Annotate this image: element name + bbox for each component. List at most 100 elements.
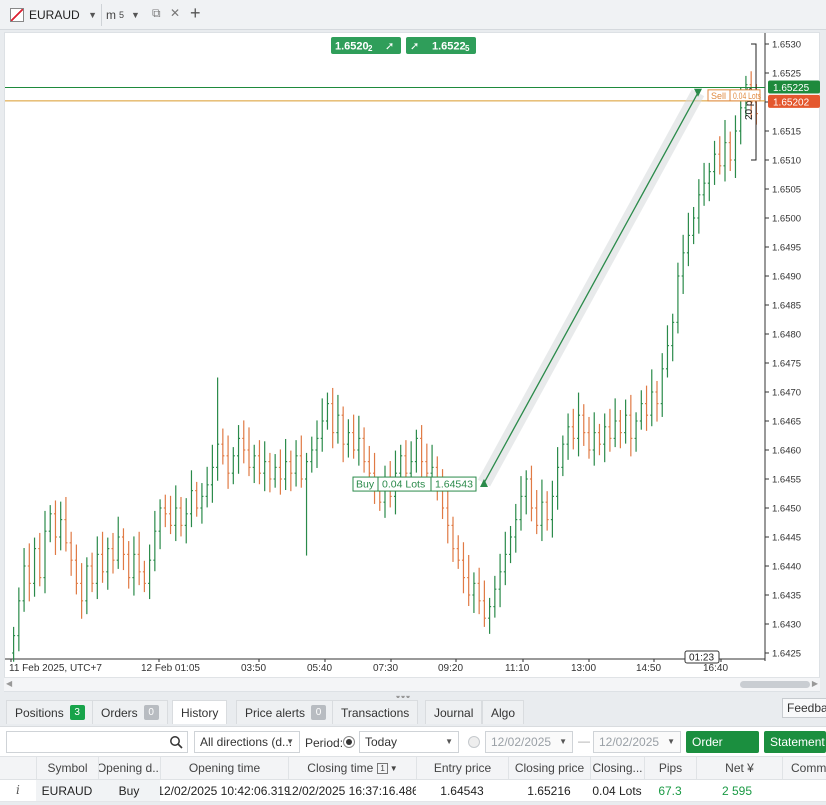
sell-quote-button[interactable] (331, 37, 401, 54)
tab-history[interactable]: History (172, 700, 228, 724)
tab-orders[interactable]: Orders 0 (92, 700, 168, 724)
y-tick-label: 1.6440 (772, 562, 801, 573)
cell-closing-price: 1.65216 (527, 783, 571, 798)
info-icon[interactable]: i (16, 783, 20, 797)
table-row[interactable]: i EURAUD Buy 12/02/2025 10:42:06.319 12/… (0, 780, 826, 802)
sort-desc-icon: ▼ (389, 763, 398, 773)
order-history-button[interactable]: Order history (686, 731, 759, 771)
x-tick-label: 13:00 (571, 663, 596, 674)
detach-icon[interactable]: ⧉ (152, 6, 161, 20)
pip-ruler (751, 43, 757, 161)
cell-net: 2 595 (722, 783, 753, 798)
tab-label: History (181, 705, 219, 720)
x-tick-label: 09:20 (438, 663, 463, 674)
date-to-value: 12/02/2025 (599, 735, 660, 749)
date-range-dash: — (578, 734, 590, 748)
chevron-down-icon[interactable]: ▼ (131, 10, 140, 20)
y-tick-label: 1.6485 (772, 301, 801, 312)
col-closing-time[interactable]: Closing time 1 ▼ (288, 757, 416, 779)
count-badge: 0 (143, 705, 159, 720)
entry-marker-icon (480, 479, 488, 488)
y-tick-label: 1.6465 (772, 417, 801, 428)
exit-label-box (707, 89, 761, 102)
x-tick-label: 11 Feb 2025, UTC+7 (9, 663, 102, 674)
search-input[interactable] (6, 731, 188, 753)
sell-arrow-icon: ➚ (385, 41, 394, 53)
tab-positions[interactable]: Positions 3 (6, 700, 94, 724)
period-preset-radio[interactable] (343, 736, 355, 748)
tab-price-alerts[interactable]: Price alerts 0 (236, 700, 336, 724)
cell-entry-price: 1.64543 (440, 783, 484, 798)
history-filters: All directions (d... ▼ Period: Today ▼ 12/… (0, 726, 826, 771)
period-select[interactable]: Today ▼ (359, 731, 459, 753)
scroll-left-icon[interactable]: ◀ (6, 679, 13, 688)
bid-price-label: 1.65202 (773, 97, 810, 108)
chevron-down-icon: ▼ (667, 737, 675, 746)
date-from-input[interactable]: 12/02/2025 ▼ (485, 731, 573, 753)
entry-direction-label: Buy (356, 479, 375, 491)
cell-closing-time: 12/02/2025 16:37:16.486 (288, 783, 416, 798)
ask-price-label: 1.65225 (773, 83, 810, 94)
col-pips[interactable]: Pips (644, 757, 696, 779)
chevron-down-icon[interactable]: ▼ (88, 10, 97, 20)
symbol-flag-icon (10, 8, 24, 22)
tab-algo[interactable]: Algo (482, 700, 525, 724)
add-tab-icon[interactable]: + (190, 3, 201, 23)
tab-transactions[interactable]: Transactions (332, 700, 419, 724)
y-tick-label: 1.6480 (772, 330, 801, 341)
close-icon[interactable]: ✕ (170, 6, 181, 20)
col-opening-time[interactable]: Opening time (160, 757, 288, 779)
x-tick-label: 14:50 (636, 663, 661, 674)
bottom-panel-tabs: Positions 3 Orders 0 History Price alerts 0… (0, 698, 826, 726)
scrollbar-thumb[interactable] (740, 681, 810, 688)
quote-widget: 1.6520 2 ➚ ➚ 1.6522 5 (331, 37, 476, 54)
y-tick-label: 1.6450 (772, 504, 801, 515)
exit-lots-label: 0.04 Lots (733, 91, 761, 101)
directions-select[interactable]: All directions (d... ▼ (194, 731, 300, 753)
tab-journal[interactable]: Journal (425, 700, 483, 724)
col-symbol[interactable]: Symbol (36, 757, 98, 779)
entry-lots-label: 0.04 Lots (382, 479, 425, 491)
y-tick-label: 1.6460 (772, 446, 801, 457)
pip-ruler-label: 20 pips (744, 88, 755, 120)
period-custom-radio[interactable] (468, 736, 480, 748)
timeframe-sub: 5 (119, 10, 125, 20)
cell-pips: 67.3 (658, 783, 682, 798)
col-entry-price[interactable]: Entry price (416, 757, 508, 779)
buy-price: 1.6522 (432, 41, 466, 53)
cell-opening-time: 12/02/2025 10:42:06.319 (160, 783, 288, 798)
bid-price-tag (768, 94, 820, 108)
tab-label: Algo (491, 705, 516, 720)
panel-resize-grip-icon[interactable]: ▾▾▾ (396, 693, 411, 702)
y-tick-label: 1.6455 (772, 475, 801, 486)
date-from-value: 12/02/2025 (491, 735, 552, 749)
tab-label: Transactions (341, 705, 410, 720)
price-chart[interactable]: 1.6530 1.6525 1.6520 1.6515 1.6510 1.6505 1.65… (5, 33, 821, 677)
y-tick-label: 1.6490 (772, 272, 801, 283)
chart-area[interactable]: 1.6530 1.6525 1.6520 1.6515 1.6510 1.6505 1.65… (4, 32, 820, 692)
cell-comment (782, 780, 826, 801)
feedback-button[interactable]: Feedback (782, 698, 826, 718)
x-tick-label: 07:30 (373, 663, 398, 674)
symbol-tab[interactable]: EURAUD ▼ (6, 4, 102, 26)
col-closing-lots[interactable]: Closing... (590, 757, 644, 779)
x-tick-label: 12 Feb 01:05 (141, 663, 200, 674)
chevron-down-icon: ▼ (445, 737, 453, 746)
y-tick-label: 1.6530 (772, 40, 801, 51)
buy-quote-button[interactable] (406, 37, 476, 54)
col-net[interactable]: Net ¥ (696, 757, 782, 779)
statement-button[interactable]: Statement (764, 731, 826, 753)
x-tick-label: 03:50 (241, 663, 266, 674)
period-label: Period: (305, 736, 344, 750)
ask-price-tag (768, 80, 820, 94)
x-tick-label: 11:10 (505, 663, 530, 674)
col-comment[interactable]: Comment (782, 757, 826, 779)
y-tick-label: 1.6475 (772, 359, 801, 370)
scroll-right-icon[interactable]: ▶ (811, 679, 818, 688)
trade-line (483, 92, 699, 484)
chart-horizontal-scrollbar[interactable]: ◀ ▶ (4, 677, 820, 691)
col-opening-direction[interactable]: Opening d... (98, 757, 160, 779)
col-closing-price[interactable]: Closing price (508, 757, 590, 779)
date-to-input[interactable]: 12/02/2025 ▼ (593, 731, 681, 753)
